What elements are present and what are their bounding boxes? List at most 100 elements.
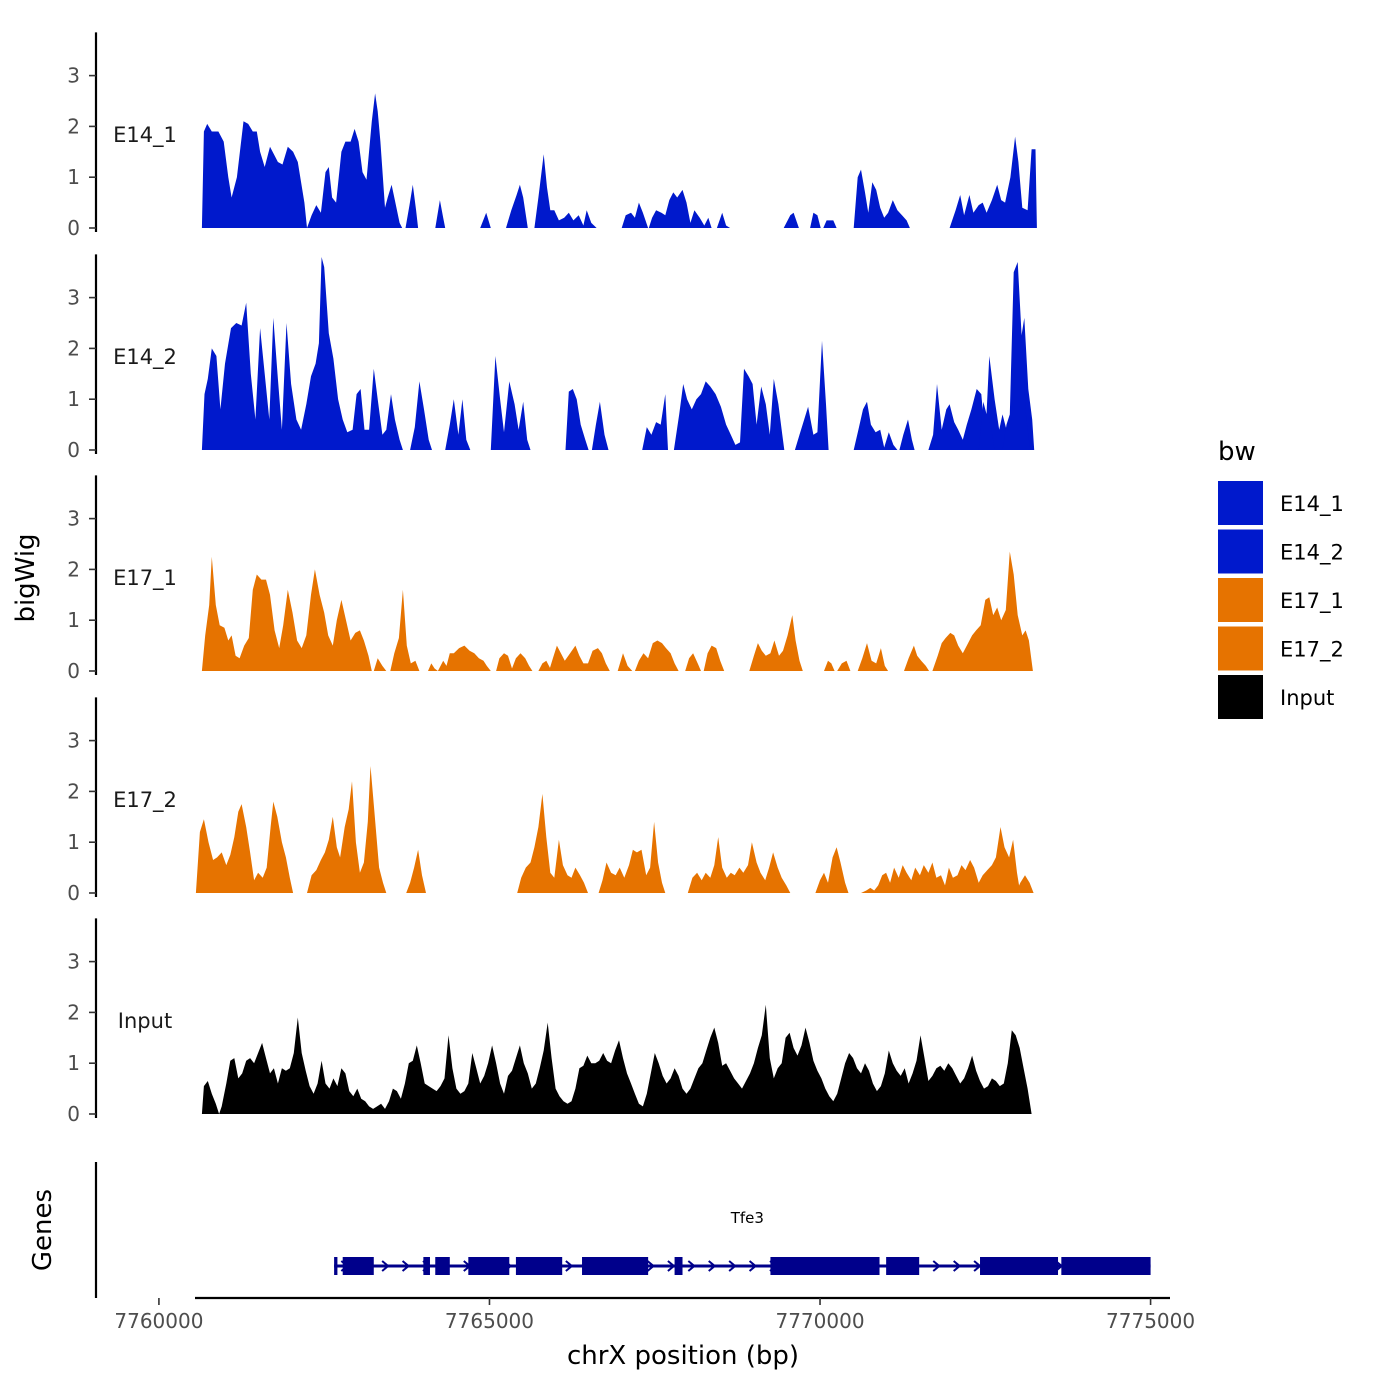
coverage-area: [496, 653, 533, 671]
coverage-area: [201, 556, 372, 671]
coverage-area: [648, 189, 712, 228]
coverage-area: [428, 663, 438, 671]
track-E14_1: 0 1 2 3 E14_1: [67, 32, 1037, 240]
coverage-area: [749, 615, 803, 671]
coverage-area: [617, 653, 633, 671]
coverage-area: [899, 419, 915, 450]
track-E14_2: 0 1 2 3 E14_2: [67, 254, 1035, 462]
strand-arrow: [728, 1260, 737, 1272]
y-tick-label: 3: [67, 507, 80, 531]
coverage-area: [949, 136, 1037, 228]
track-label: E17_2: [113, 788, 177, 813]
y-tick-label: 3: [67, 950, 80, 974]
coverage-area: [598, 821, 666, 893]
strand-arrow: [565, 1260, 574, 1272]
x-axis-title: chrX position (bp): [567, 1341, 799, 1371]
x-tick-label: 7775000: [1106, 1309, 1195, 1333]
coverage-area: [410, 381, 432, 450]
coverage-area: [853, 401, 898, 450]
strand-arrow: [687, 1260, 696, 1272]
coverage-area: [201, 1004, 1032, 1114]
track-Input: 0 1 2 3 Input: [67, 918, 1032, 1126]
legend-label: E17_1: [1280, 589, 1344, 614]
track-E17_2: 0 1 2 3 E17_2: [67, 697, 1034, 905]
coverage-area: [1015, 875, 1034, 893]
coverage-area: [824, 660, 835, 671]
coverage-area: [390, 589, 420, 671]
coverage-area: [857, 643, 889, 671]
coverage-area: [437, 645, 491, 671]
y-tick-label: 2: [67, 557, 80, 581]
track-E17_1: 0 1 2 3 E17_1: [67, 475, 1033, 683]
legend-swatch: [1218, 529, 1263, 574]
legend-swatch: [1218, 626, 1263, 671]
x-axis: 7760000 7765000 7770000 7775000: [114, 1296, 1195, 1333]
y-tick-label: 0: [67, 1102, 80, 1126]
coverage-area: [861, 827, 1021, 893]
gene-label: Tfe3: [730, 1209, 764, 1227]
coverage-area: [837, 660, 851, 671]
gene-track: Tfe3: [94, 1162, 1151, 1298]
y-tick-label: 3: [67, 729, 80, 753]
coverage-area: [823, 220, 837, 228]
coverage-area: [195, 801, 294, 893]
y-tick-label: 1: [67, 608, 80, 632]
coverage-area: [549, 645, 610, 671]
coverage-area: [815, 847, 849, 893]
strand-arrow: [646, 1260, 656, 1272]
y-tick-label: 2: [67, 336, 80, 360]
legend-swatch: [1218, 675, 1263, 719]
coverage-area: [591, 401, 609, 450]
strand-arrow: [748, 1260, 758, 1272]
track-label: E14_2: [113, 345, 177, 370]
coverage-area: [490, 356, 531, 450]
coverage-area: [685, 653, 701, 671]
coverage-area: [978, 401, 995, 450]
exon: [468, 1257, 510, 1275]
y-tick-label: 2: [67, 779, 80, 803]
x-tick-label: 7770000: [775, 1309, 864, 1333]
gene-Tfe3: Tfe3: [334, 1209, 1151, 1275]
exon: [980, 1257, 1059, 1275]
coverage-area: [810, 212, 821, 228]
y-tick-label: 1: [67, 830, 80, 854]
y-tick-label: 1: [67, 1051, 80, 1075]
coverage-area: [435, 200, 446, 228]
legend-label: E14_2: [1280, 541, 1344, 566]
coverage-area: [565, 389, 589, 450]
coverage-area: [673, 368, 785, 450]
y-axis-title: bigWig: [11, 533, 41, 622]
legend-title: bw: [1218, 437, 1256, 467]
track-label: E17_1: [113, 566, 177, 591]
exon: [674, 1257, 683, 1275]
exon: [435, 1257, 450, 1275]
track-label: Input: [118, 1009, 172, 1033]
y-tick-label: 3: [67, 286, 80, 310]
exon: [886, 1257, 920, 1275]
coverage-area: [201, 257, 403, 450]
exon: [770, 1257, 880, 1275]
exon: [1061, 1257, 1151, 1275]
coverage-area: [904, 645, 930, 671]
coverage-area: [716, 212, 731, 228]
coverage-area: [406, 849, 426, 893]
y-tick-label: 0: [67, 438, 80, 462]
coverage-area: [1002, 262, 1031, 450]
coverage-area: [534, 154, 597, 228]
y-tick-label: 2: [67, 1000, 80, 1024]
exon: [423, 1257, 430, 1275]
coverage-area: [405, 184, 419, 228]
y-tick-label: 3: [67, 64, 80, 88]
coverage-area: [642, 394, 668, 450]
coverage-area: [445, 399, 471, 450]
track-label: E14_1: [113, 123, 177, 148]
legend-label: E14_1: [1280, 492, 1344, 517]
y-tick-label: 0: [67, 659, 80, 683]
coverage-tracks: 0 1 2 3 E14_1 0 1 2 3 E14_2 0 1 2 3 E17_1 0 1 2 3 E17_2 0 1 2 3…: [67, 32, 1037, 1126]
x-tick-label: 7765000: [445, 1309, 534, 1333]
coverage-area: [932, 551, 1033, 671]
legend-label: Input: [1280, 686, 1334, 710]
coverage-area: [373, 658, 387, 671]
legend-swatch: [1218, 578, 1263, 622]
